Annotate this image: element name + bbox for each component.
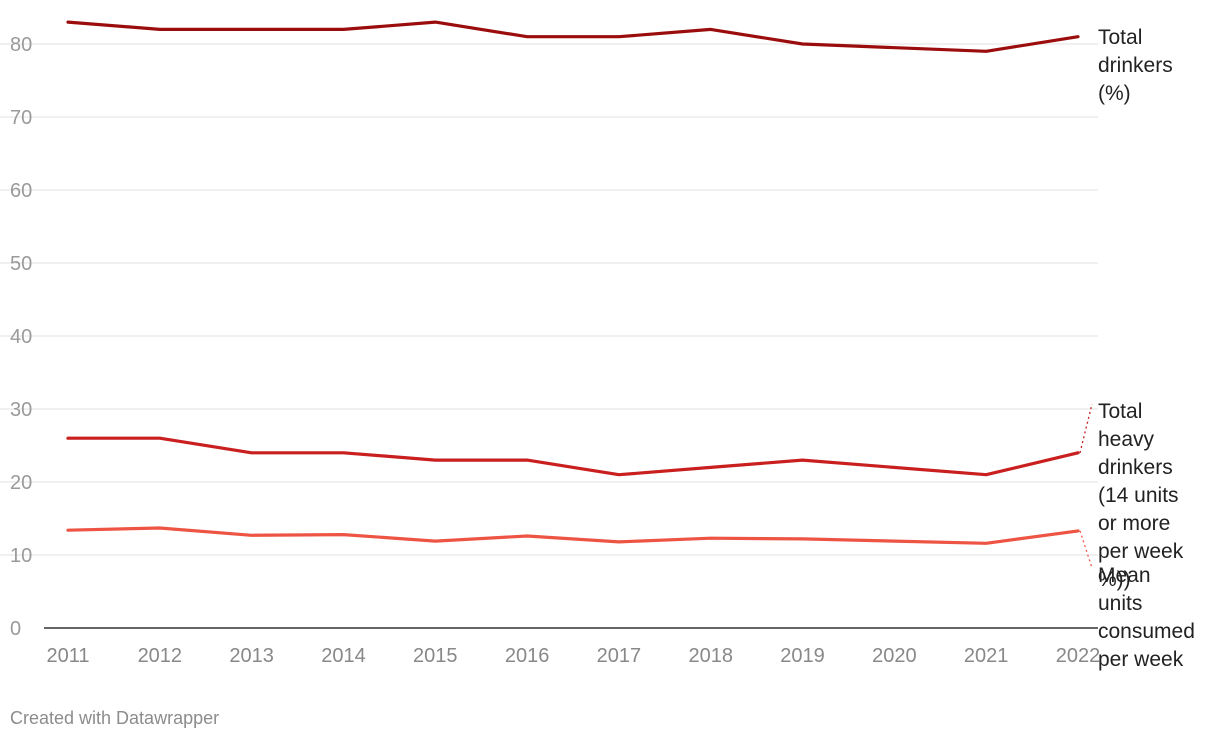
series-line-2 — [66, 526, 1080, 545]
series-label-1: Total heavy drinkers (14 units or more per we… — [1098, 400, 1184, 591]
x-tick-label: 2012 — [138, 645, 183, 667]
series-line-0 — [66, 20, 1080, 53]
x-tick-label: 2021 — [964, 645, 1009, 667]
series-label-line: heavy — [1098, 428, 1155, 451]
series-label-line: drinkers — [1098, 456, 1173, 479]
series-lines — [66, 20, 1080, 545]
x-tick-label: 2014 — [321, 645, 366, 667]
series-label-line: Total — [1098, 400, 1142, 423]
x-tick-label: 2017 — [597, 645, 642, 667]
y-tick-label: 40 — [10, 326, 32, 348]
series-label-line: per week — [1098, 540, 1184, 563]
series-label-2: Mean units consumed per week — [1098, 564, 1195, 671]
x-tick-label: 2022 — [1056, 645, 1101, 667]
x-axis-ticks: 2011 2012 2013 2014 2015 2016 2017 2018 2019 2020… — [46, 645, 1100, 667]
gridlines — [0, 43, 1098, 556]
y-tick-label: 20 — [10, 472, 32, 494]
series-label-line: or more — [1098, 512, 1170, 535]
x-tick-label: 2016 — [505, 645, 550, 667]
label-connector-1 — [1079, 403, 1093, 453]
y-tick-label: 30 — [10, 399, 32, 421]
series-label-line: Total — [1098, 26, 1142, 49]
y-axis-ticks: 0 10 20 30 40 50 60 70 80 — [10, 34, 32, 640]
y-tick-label: 60 — [10, 180, 32, 202]
series-line-1 — [66, 436, 1080, 477]
series-label-line: Mean — [1098, 564, 1151, 587]
series-label-line: units — [1098, 592, 1142, 615]
series-label-line: (14 units — [1098, 484, 1179, 507]
series-label-line: consumed — [1098, 620, 1195, 643]
series-label-line: drinkers — [1098, 54, 1173, 77]
x-tick-label: 2011 — [46, 645, 89, 667]
x-tick-label: 2013 — [229, 645, 274, 667]
y-tick-label: 10 — [10, 545, 32, 567]
y-tick-label: 0 — [10, 618, 21, 640]
y-tick-label: 80 — [10, 34, 32, 56]
x-tick-label: 2020 — [872, 645, 917, 667]
chart-credit: Created with Datawrapper — [10, 708, 220, 728]
series-label-0: Total drinkers (%) — [1098, 26, 1173, 105]
series-label-line: %)) — [1098, 568, 1131, 591]
series-label-line: (%) — [1098, 82, 1131, 105]
x-tick-label: 2019 — [780, 645, 825, 667]
y-tick-label: 50 — [10, 253, 32, 275]
series-label-line: per week — [1098, 648, 1184, 671]
x-tick-label: 2015 — [413, 645, 458, 667]
series-labels: Total drinkers (%) Total heavy drinkers (14 un… — [1079, 26, 1195, 671]
y-tick-label: 70 — [10, 107, 32, 129]
label-connector-2 — [1079, 530, 1093, 569]
x-tick-label: 2018 — [688, 645, 733, 667]
